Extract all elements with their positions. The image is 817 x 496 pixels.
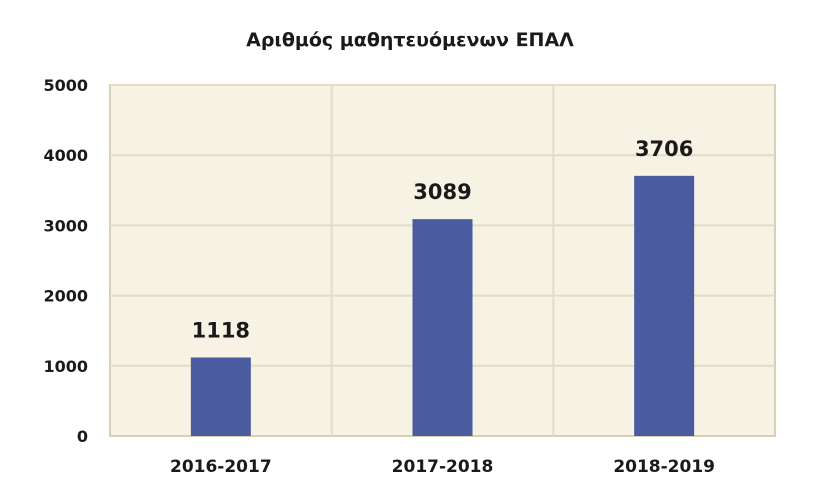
x-category-label: 2017-2018 — [392, 457, 494, 477]
bar-2018-2019 — [634, 175, 695, 436]
y-tick-label: 1000 — [43, 357, 88, 376]
bars — [190, 175, 695, 436]
y-tick-label: 0 — [77, 427, 88, 446]
x-axis-categories: 2016-2017 2017-2018 2018-2019 — [170, 457, 715, 477]
y-tick-label: 2000 — [43, 287, 88, 306]
y-tick-label: 5000 — [43, 76, 88, 95]
x-category-label: 2018-2019 — [613, 457, 715, 477]
bar-2016-2017 — [190, 357, 251, 436]
bar-2017-2018 — [412, 219, 473, 436]
y-axis-ticks: 0 1000 2000 3000 4000 5000 — [43, 76, 88, 446]
y-tick-label: 4000 — [43, 146, 88, 165]
data-label: 3706 — [635, 137, 693, 161]
data-label: 3089 — [413, 180, 471, 204]
x-category-label: 2016-2017 — [170, 457, 272, 477]
data-labels: 1118 3089 3706 — [192, 137, 694, 343]
data-label: 1118 — [192, 319, 250, 343]
y-tick-label: 3000 — [43, 216, 88, 235]
chart-title: Αριθμός μαθητευόμενων ΕΠΑΛ — [246, 29, 574, 51]
